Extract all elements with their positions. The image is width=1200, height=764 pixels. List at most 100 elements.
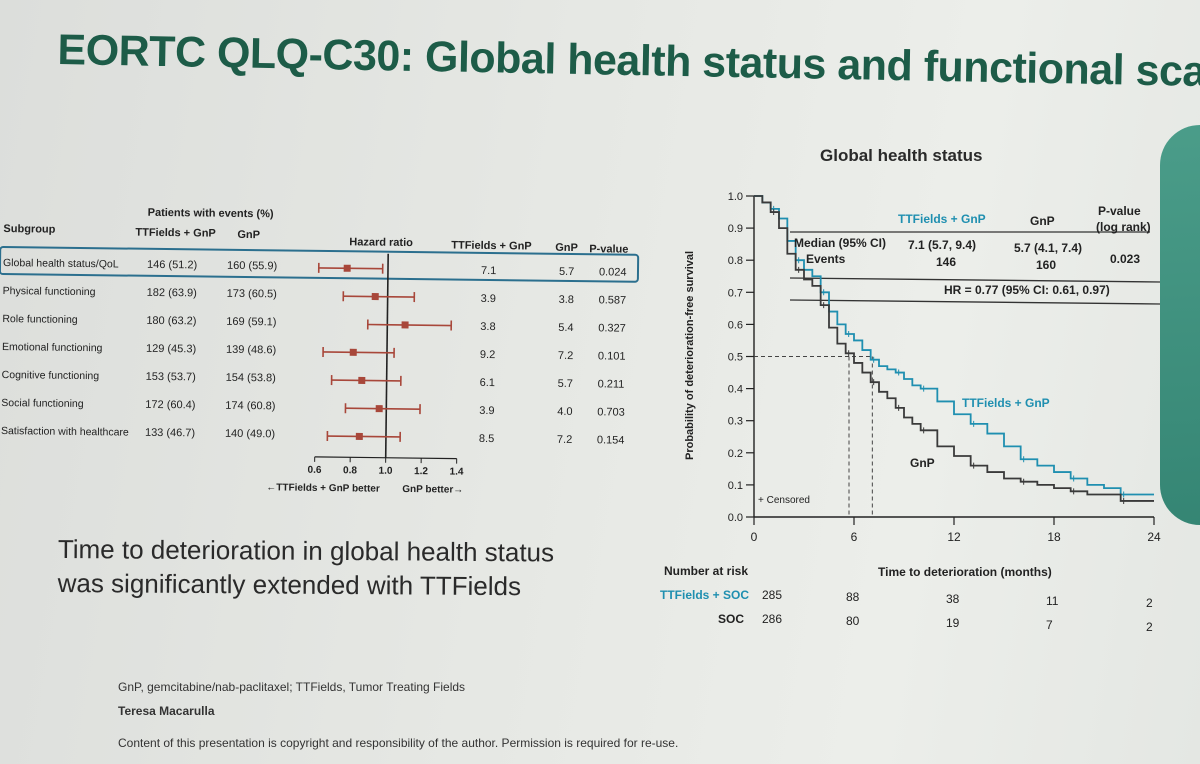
slide-title: EORTC QLQ-C30: Global health status and …: [57, 26, 1200, 98]
risk-value: 285: [762, 588, 783, 602]
km-curve-label-tt: TTFields + GnP: [962, 396, 1050, 410]
forest-tick-label: 0.8: [343, 465, 357, 476]
km-censor-mark: [1120, 491, 1127, 498]
forest-reference-line: [384, 253, 389, 458]
km-xtick-label: 18: [1047, 530, 1061, 544]
forest-tick-label: 1.0: [379, 466, 393, 477]
km-tt-events: 146: [936, 255, 957, 269]
km-censor-mark: [1070, 488, 1077, 495]
risk-value: 80: [846, 614, 860, 628]
km-censor-mark: [1020, 456, 1027, 463]
km-censor-mark: [820, 302, 827, 309]
km-ytick-label: 0.8: [728, 255, 743, 267]
forest-ci-line: [343, 295, 415, 298]
takeaway-line-2: was significantly extended with TTFields: [57, 567, 522, 602]
km-ytick-label: 1.0: [728, 191, 743, 203]
risk-value: 88: [846, 590, 860, 604]
km-censor-mark: [845, 331, 852, 338]
km-table-rule-mid: [789, 277, 1161, 283]
km-censor-mark: [1070, 475, 1077, 482]
forest-point: [349, 348, 357, 356]
footnote: GnP, gemcitabine/nab-paclitaxel; TTField…: [118, 680, 466, 694]
km-censored-label: + Censored: [758, 495, 810, 506]
copyright-notice: Content of this presentation is copyrigh…: [118, 736, 679, 750]
takeaway-line-1: Time to deterioration in global health s…: [57, 533, 555, 568]
risk-value: 286: [762, 612, 783, 626]
forest-point: [355, 432, 363, 440]
forest-point: [358, 376, 366, 384]
forest-right-label: GnP better→: [402, 483, 464, 496]
km-gnp-events: 160: [1036, 258, 1057, 272]
km-col-gnp: GnP: [1030, 214, 1055, 228]
risk-row-label: TTFields + SOC: [660, 588, 750, 602]
km-p-value: 0.023: [1110, 252, 1141, 266]
km-censor-mark: [820, 289, 827, 296]
km-censor-mark: [795, 266, 802, 273]
forest-plot: Patients with events (%) Subgroup TTFiel…: [0, 185, 660, 513]
km-median-label: Median (95% CI): [794, 236, 887, 250]
forest-ci-line: [345, 407, 421, 410]
km-xtick-label: 12: [947, 530, 961, 544]
km-xtick-label: 0: [751, 530, 758, 544]
risk-title: Number at risk: [664, 564, 749, 578]
risk-value: 11: [1046, 594, 1059, 608]
decorative-shape: [1160, 125, 1200, 525]
km-panel: Global health status Probability of dete…: [660, 140, 1200, 640]
km-curve-label-gnp: GnP: [910, 456, 935, 470]
km-ytick-label: 0.1: [728, 480, 743, 492]
km-ytick-label: 0.9: [728, 223, 743, 235]
forest-point: [343, 264, 351, 272]
forest-point: [371, 293, 379, 301]
forest-ci-line: [367, 323, 452, 327]
km-col-p: P-value: [1098, 204, 1141, 218]
km-gnp-median: 5.7 (4.1, 7.4): [1014, 241, 1083, 255]
forest-tick-label: 1.2: [414, 466, 428, 477]
km-censor-mark: [920, 385, 927, 392]
km-xtick-label: 6: [851, 530, 858, 544]
km-xlabel: Time to deterioration (months): [878, 565, 1052, 579]
km-title: Global health status: [820, 146, 983, 165]
takeaway-text: Time to deterioration in global health s…: [58, 532, 555, 603]
km-censor-mark: [970, 462, 977, 469]
forest-left-label: ←TTFields + GnP better: [266, 482, 380, 495]
forest-ci-line: [323, 351, 395, 354]
forest-tick-label: 0.6: [308, 465, 322, 476]
km-plot-svg: 0.0 0.1 0.2 0.3 0.4 0.5 0.6 0.7 0.8 0.9 1.0 0 6 12 18 2…: [728, 191, 1161, 544]
km-censor-mark: [770, 209, 777, 216]
km-curve-gnp: [754, 195, 1154, 502]
km-ytick-label: 0.3: [728, 416, 743, 428]
km-censor-mark: [895, 369, 902, 376]
km-ytick-label: 0.0: [728, 512, 743, 524]
risk-value: 2: [1146, 620, 1153, 634]
forest-point: [375, 405, 383, 413]
km-ytick-label: 0.2: [728, 448, 743, 460]
risk-value: 2: [1146, 596, 1153, 610]
km-censor-mark: [795, 257, 802, 264]
km-censor-mark: [920, 427, 927, 434]
km-censor-mark: [845, 350, 852, 357]
author-name: Teresa Macarulla: [118, 704, 215, 718]
forest-ci-line: [331, 379, 401, 382]
km-hr-text: HR = 0.77 (95% CI: 0.61, 0.97): [944, 283, 1110, 297]
km-censor-mark: [1020, 478, 1027, 485]
forest-point: [401, 321, 409, 329]
km-xtick-label: 24: [1147, 530, 1161, 544]
km-censor-mark: [870, 356, 877, 363]
risk-value: 38: [946, 592, 960, 606]
km-ytick-label: 0.4: [728, 384, 743, 396]
km-ytick-label: 0.7: [728, 287, 743, 299]
forest-plot-svg: 0.6 0.8 1.0 1.2 1.4: [308, 253, 464, 478]
km-censor-mark: [895, 404, 902, 411]
km-table-rule-bottom: [789, 299, 1161, 305]
forest-ci-line: [327, 435, 401, 438]
forest-ci-line: [318, 267, 383, 270]
km-col-p2: (log rank): [1096, 220, 1151, 234]
km-ytick-label: 0.6: [728, 319, 743, 331]
forest-tick-label: 1.4: [450, 467, 464, 478]
km-tt-median: 7.1 (5.7, 9.4): [908, 238, 977, 252]
km-ytick-label: 0.5: [728, 352, 743, 364]
km-curve-tt: [754, 195, 1154, 496]
risk-value: 19: [946, 616, 960, 630]
km-censor-mark: [1120, 497, 1127, 504]
risk-row-label: SOC: [718, 612, 745, 626]
